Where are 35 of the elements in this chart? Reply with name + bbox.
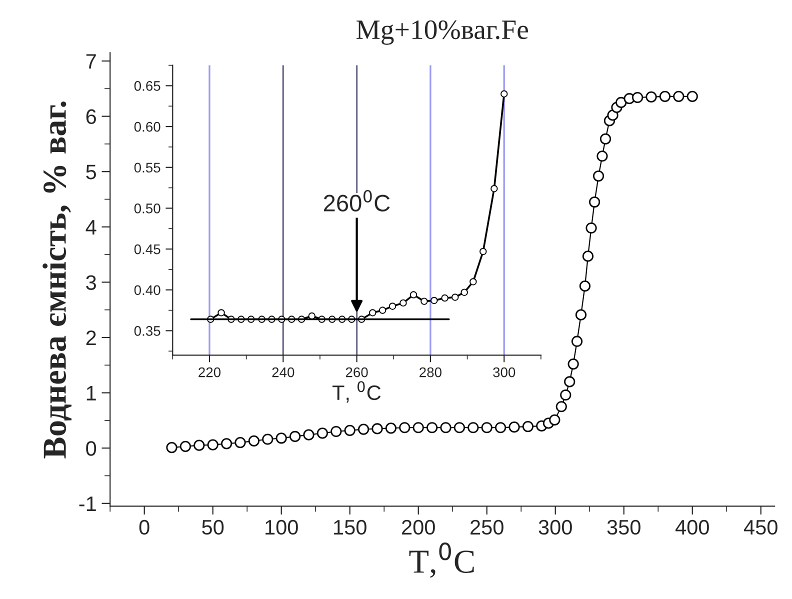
x-tick-label: 450	[744, 520, 778, 535]
y-tick-label: 0.60	[134, 122, 160, 132]
y-tick-label: 3	[86, 275, 96, 290]
x-tick-label: 400	[675, 520, 709, 535]
y-tick-label: 4	[86, 220, 96, 234]
x-axis-title: T, $^{0}$C	[332, 381, 381, 403]
x-tick-label: 50	[202, 520, 224, 535]
x-tick-label: 300	[538, 520, 572, 535]
x-tick-label: 300	[493, 367, 516, 378]
x-tick-label: 260	[346, 367, 368, 378]
y-tick-label: 5	[86, 164, 96, 180]
y-tick-label: 0.50	[134, 204, 160, 214]
x-tick-label: 350	[607, 520, 640, 535]
x-tick-label: 100	[266, 520, 298, 535]
x-tick-label: 220	[198, 367, 221, 378]
y-tick-label: 7	[86, 54, 96, 69]
y-tick-label: 0.40	[134, 285, 160, 296]
x-tick-label: 240	[272, 367, 294, 378]
y-tick-label: 6	[86, 109, 96, 124]
y-tick-label: 0	[86, 441, 96, 456]
y-tick-label: -1	[79, 496, 96, 511]
x-tick-label: 280	[420, 367, 442, 378]
chart-title: Mg+10%ваг.Fe	[356, 20, 528, 45]
x-tick-label: 250	[470, 520, 504, 535]
x-tick-label: 200	[402, 520, 435, 535]
y-tick-label: 0.45	[134, 244, 160, 254]
x-tick-label: 150	[334, 520, 366, 535]
x-axis-title: T,$^{0}$C	[409, 542, 474, 578]
y-tick-label: 0.35	[134, 326, 160, 336]
y-tick-label: 0.55	[134, 162, 160, 173]
y-axis-title: Воднева ємність, % ваг.	[42, 101, 72, 458]
annotation: 260$^{0}$C	[324, 190, 390, 212]
y-tick-label: 2	[86, 330, 96, 346]
y-tick-label: 0.65	[134, 81, 160, 91]
y-tick-label: 1	[86, 386, 96, 400]
